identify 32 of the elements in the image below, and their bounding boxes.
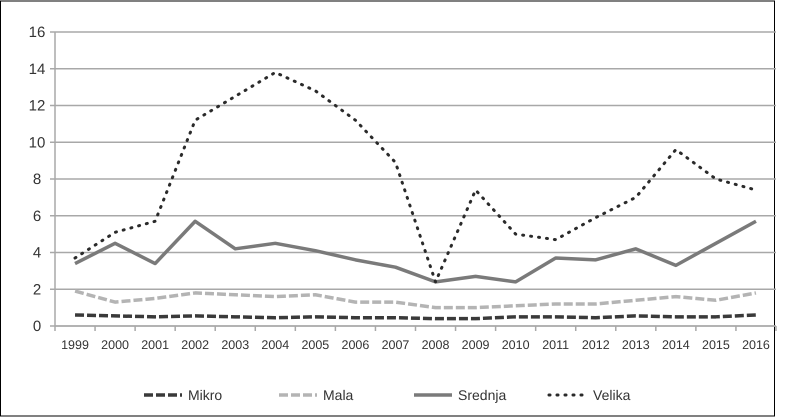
x-tick-label: 2010: [502, 338, 530, 352]
x-tick-label: 2011: [542, 338, 570, 352]
x-tick-label: 2016: [742, 338, 770, 352]
x-tick-label: 2006: [342, 338, 370, 352]
y-tick-label: 4: [32, 244, 42, 262]
x-tick-label: 2002: [181, 338, 210, 352]
legend-label: Srednja: [458, 387, 506, 403]
x-tick-label: 2001: [141, 338, 170, 352]
legend-label: Mala: [323, 387, 354, 403]
y-tick-label: 6: [32, 208, 42, 225]
x-tick-label: 2013: [622, 338, 650, 352]
y-tick-label: 2: [32, 281, 42, 298]
y-tick-label: 8: [32, 171, 42, 188]
x-tick-label: 2005: [301, 338, 330, 352]
x-tick-label: 2015: [702, 338, 730, 352]
x-tick-label: 2004: [261, 338, 290, 352]
x-tick-label: 2014: [662, 338, 690, 352]
x-tick-label: 2009: [462, 338, 490, 352]
y-tick-label: 0: [32, 318, 42, 335]
x-tick-label: 2012: [582, 338, 610, 352]
y-tick-label: 16: [28, 24, 46, 41]
x-tick-label: 1999: [61, 338, 89, 352]
legend-label: Velika: [593, 387, 631, 403]
line-series: [73, 220, 758, 284]
y-tick-label: 12: [28, 98, 46, 114]
x-tick-label: 2000: [101, 338, 130, 352]
y-tick-label: 10: [28, 134, 46, 152]
x-tick-label: 2007: [382, 338, 410, 352]
x-tick-label: 2003: [221, 338, 250, 352]
legend-label: Mikro: [188, 387, 222, 403]
y-tick-label: 14: [28, 60, 46, 78]
x-tick-label: 2008: [422, 338, 450, 352]
